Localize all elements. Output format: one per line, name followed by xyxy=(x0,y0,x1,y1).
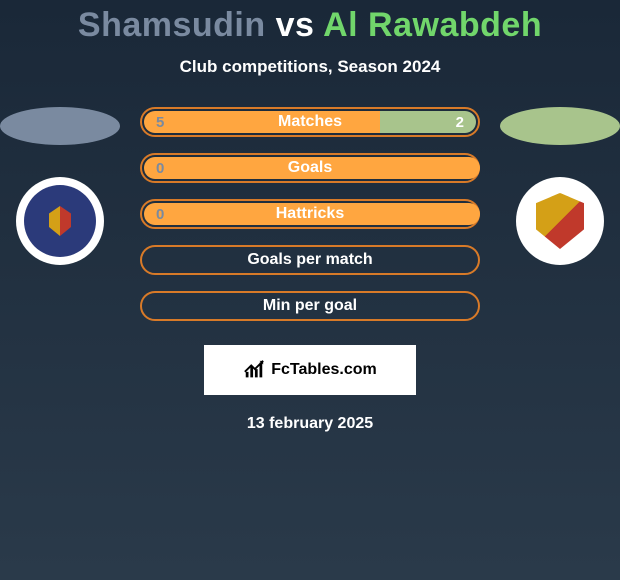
brand-text: FcTables.com xyxy=(271,361,377,379)
stat-bar-value-right: 2 xyxy=(442,109,478,135)
stat-bar-value-left: 0 xyxy=(142,155,178,181)
stat-bar: Goals per match xyxy=(140,245,480,275)
stat-bar-label: Min per goal xyxy=(263,297,357,315)
date-text: 13 february 2025 xyxy=(0,415,620,433)
player-left-column xyxy=(0,107,120,265)
title-vs: vs xyxy=(276,6,315,44)
stat-bar-fill-left xyxy=(144,111,384,133)
stat-bar: Goals 0 xyxy=(140,153,480,183)
player-left-avatar xyxy=(0,107,120,145)
page-title: Shamsudin vs Al Rawabdeh xyxy=(0,0,620,45)
stat-bar-label: Matches xyxy=(278,113,342,131)
chart-growth-icon xyxy=(243,359,265,381)
player-left-crest xyxy=(16,177,104,265)
player-right-avatar xyxy=(500,107,620,145)
comparison-content: Matches 5 2 Goals 0 Hattricks 0 Goals per match… xyxy=(0,107,620,433)
stat-bars: Matches 5 2 Goals 0 Hattricks 0 Goals per match… xyxy=(140,107,480,321)
stat-bar-label: Goals xyxy=(288,159,332,177)
stat-bar-value-left: 0 xyxy=(142,201,178,227)
title-player-left: Shamsudin xyxy=(78,6,266,44)
brand-badge: FcTables.com xyxy=(204,345,416,395)
stat-bar: Min per goal xyxy=(140,291,480,321)
title-player-right: Al Rawabdeh xyxy=(323,6,542,44)
stat-bar-value-left: 5 xyxy=(142,109,178,135)
stat-bar-label: Goals per match xyxy=(247,251,372,269)
stat-bar: Hattricks 0 xyxy=(140,199,480,229)
player-right-column xyxy=(500,107,620,265)
stat-bar-label: Hattricks xyxy=(276,205,344,223)
player-right-crest xyxy=(516,177,604,265)
stat-bar: Matches 5 2 xyxy=(140,107,480,137)
subtitle: Club competitions, Season 2024 xyxy=(0,57,620,77)
